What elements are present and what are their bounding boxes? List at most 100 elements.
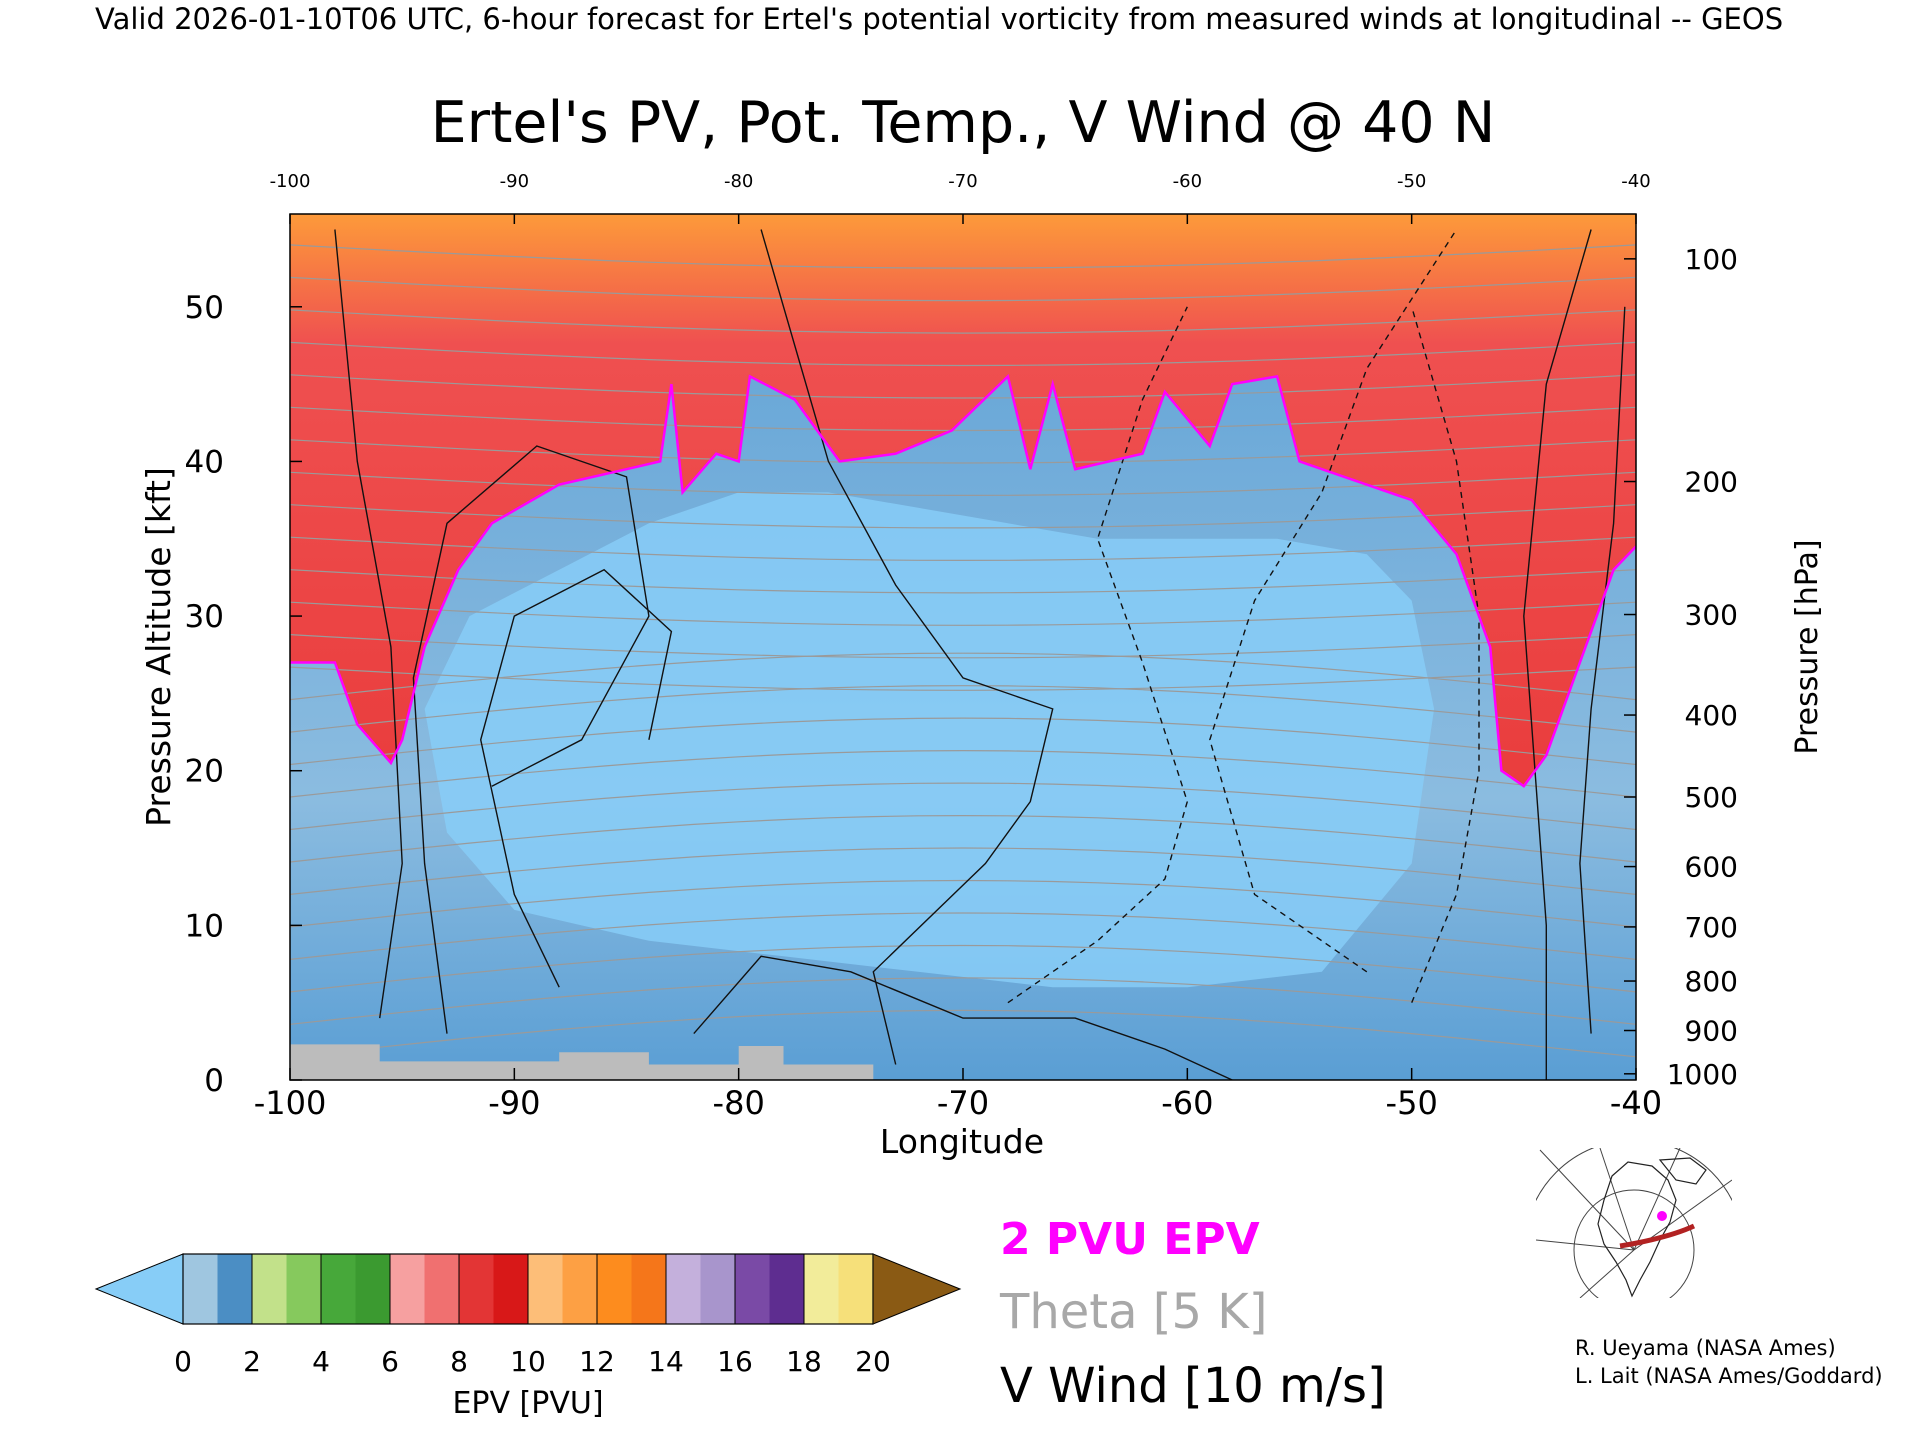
y-tick-label: 20 [185, 754, 224, 790]
colorbar-swatch [735, 1254, 771, 1324]
colorbar-swatch [355, 1254, 391, 1324]
colorbar-swatch [528, 1254, 564, 1324]
theta-line [290, 717, 1636, 766]
colorbar-swatch [493, 1254, 529, 1324]
colorbar-tick-label: 2 [243, 1345, 261, 1378]
colorbar-swatch [631, 1254, 667, 1324]
colorbar-swatch [804, 1254, 840, 1324]
colorbar-tick-label: 16 [717, 1345, 753, 1378]
top-tick-label: -40 [1621, 171, 1650, 192]
theta-line [290, 276, 1636, 302]
colorbar-swatch [217, 1254, 253, 1324]
troposphere-core [424, 492, 1435, 988]
wind-contour [760, 229, 1054, 1065]
colorbar-over-arrow [872, 1253, 962, 1325]
x-tick-label: -100 [254, 1084, 327, 1122]
top-tick-label: -70 [948, 171, 977, 192]
credit-line-1: R. Ueyama (NASA Ames) [1575, 1336, 1836, 1360]
theta-line [290, 912, 1636, 960]
theta-line [290, 944, 1636, 993]
x-axis-top: -100 -90 -80 -70 -60 -50 -40 [270, 171, 1651, 224]
colorbar-tick-label: 12 [579, 1345, 615, 1378]
theta-line [290, 634, 1636, 659]
epv-2pvu-contour [290, 373, 1636, 788]
wind-contour [1411, 306, 1480, 1003]
colorbar-swatch [700, 1254, 736, 1324]
pressure-tick-label: 400 [1685, 699, 1738, 732]
colorbar-tick-label: 18 [786, 1345, 822, 1378]
theta-line [290, 601, 1636, 626]
wind-contour [693, 955, 1233, 1080]
colorbar-tick-label: 20 [855, 1345, 891, 1378]
top-tick-label: -90 [500, 171, 529, 192]
theta-line [290, 652, 1636, 701]
pressure-tick-label: 500 [1685, 781, 1738, 814]
wind-contour [412, 445, 650, 1034]
top-tick-label: -80 [724, 171, 753, 192]
pressure-tick-label: 600 [1685, 851, 1738, 884]
x-axis-label: Longitude [880, 1122, 1044, 1161]
theta-line [290, 685, 1636, 733]
colorbar-label: EPV [PVU] [452, 1386, 603, 1421]
x-tick-label: -70 [937, 1084, 989, 1122]
theta-line [290, 879, 1636, 928]
theta-line [290, 569, 1636, 594]
theta-line [290, 847, 1636, 895]
colorbar-tick-label: 4 [312, 1345, 330, 1378]
valid-line: Valid 2026-01-10T06 UTC, 6-hour forecast… [95, 2, 1783, 36]
theta-line [290, 309, 1636, 334]
chart-title: Ertel's PV, Pot. Temp., V Wind @ 40 N [431, 90, 1496, 156]
theta-line [290, 471, 1636, 497]
wind-contour [479, 568, 673, 988]
pressure-tick-label: 700 [1685, 911, 1738, 944]
colorbar-tick-label: 6 [381, 1345, 399, 1378]
colorbar-tick-label: 0 [174, 1345, 192, 1378]
colorbar-swatch [838, 1254, 874, 1324]
colorbar-swatch [252, 1254, 288, 1324]
theta-line [290, 341, 1636, 367]
colorbar-tick-label: 14 [648, 1345, 684, 1378]
x-tick-label: -50 [1386, 1084, 1438, 1122]
y-axis-right: 100 200 300 400 500 600 700 800 900 1000 [1624, 243, 1738, 1091]
colorbar-swatch [321, 1254, 357, 1324]
theta-line [290, 439, 1636, 464]
theta-contours [290, 244, 1636, 1058]
colorbar-tick-label: 10 [510, 1345, 546, 1378]
pressure-tick-label: 300 [1685, 599, 1738, 632]
colorbar-swatch [459, 1254, 495, 1324]
colorbar: 0 2 4 6 8 10 12 14 16 18 20 [94, 1253, 962, 1378]
y-tick-label: 30 [185, 599, 224, 635]
y-tick-label: 10 [185, 908, 224, 944]
x-tick-label: -60 [1161, 1084, 1213, 1122]
colorbar-swatch [769, 1254, 805, 1324]
theta-line [290, 782, 1636, 831]
colorbar-swatch [183, 1254, 219, 1324]
theta-line [290, 504, 1636, 529]
top-tick-label: -50 [1397, 171, 1426, 192]
colorbar-under-arrow [94, 1253, 184, 1325]
wind-contour [1007, 306, 1189, 1004]
x-tick-label: -90 [488, 1084, 540, 1122]
x-axis-bottom: -100 -90 -80 -70 -60 -50 -40 [254, 1068, 1662, 1122]
theta-line [290, 1009, 1636, 1058]
legend-theta: Theta [5 K] [999, 1284, 1268, 1340]
wind-contour [334, 229, 403, 1019]
y-tick-label: 50 [185, 290, 224, 326]
y-tick-label: 40 [185, 444, 224, 480]
legend-wind: V Wind [10 m/s] [1000, 1358, 1386, 1414]
theta-line [290, 749, 1636, 798]
theta-line [290, 536, 1636, 562]
pressure-tick-label: 900 [1685, 1015, 1738, 1048]
terrain-mask [290, 1044, 874, 1080]
x-tick-label: -80 [713, 1084, 765, 1122]
colorbar-swatch [390, 1254, 426, 1324]
x-tick-label: -40 [1610, 1084, 1662, 1122]
y-axis-left-label: Pressure Altitude [kft] [139, 467, 178, 827]
colorbar-tick-label: 8 [450, 1345, 468, 1378]
v-wind-contours [334, 229, 1626, 1080]
y-tick-label: 0 [204, 1063, 224, 1099]
wind-contour [1209, 229, 1458, 973]
globe-projection-icon [1536, 1148, 1732, 1298]
top-tick-label: -60 [1173, 171, 1202, 192]
